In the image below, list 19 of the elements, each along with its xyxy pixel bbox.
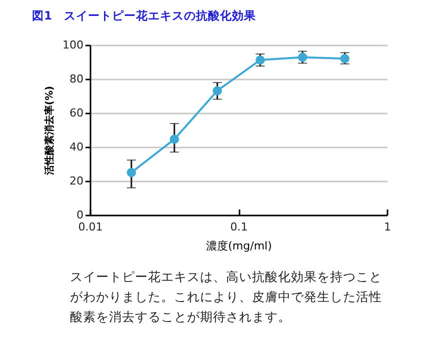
x-axis-title: 濃度(mg/ml) — [206, 240, 272, 252]
y-axis-title: 活性酸素消去率(%) — [44, 86, 56, 176]
text: スイートピー花エキスは、高い抗酸化効果を持つことがわかりました。これにより、皮膚中で発生した活性酸素を消去することが期待されます。 — [70, 268, 383, 326]
x-tick-label: 0.1 — [230, 220, 248, 234]
chart-title: 図1 スイートピー花エキスの抗酸化効果 — [32, 8, 257, 22]
point — [340, 54, 350, 64]
y-tick-label: 80 — [70, 72, 84, 86]
y-tick-label: 20 — [70, 174, 84, 188]
point — [256, 55, 265, 65]
point — [212, 86, 222, 96]
point — [170, 134, 179, 144]
x-tick-label: 0.01 — [78, 220, 103, 234]
y-tick-label: 40 — [70, 140, 84, 154]
y-tick-label: 0 — [76, 208, 84, 222]
x-tick-label: 1 — [384, 220, 391, 234]
y-tick-label: 60 — [70, 106, 84, 120]
y-tick-label: 100 — [62, 38, 84, 52]
point — [126, 168, 136, 178]
point — [298, 52, 308, 62]
